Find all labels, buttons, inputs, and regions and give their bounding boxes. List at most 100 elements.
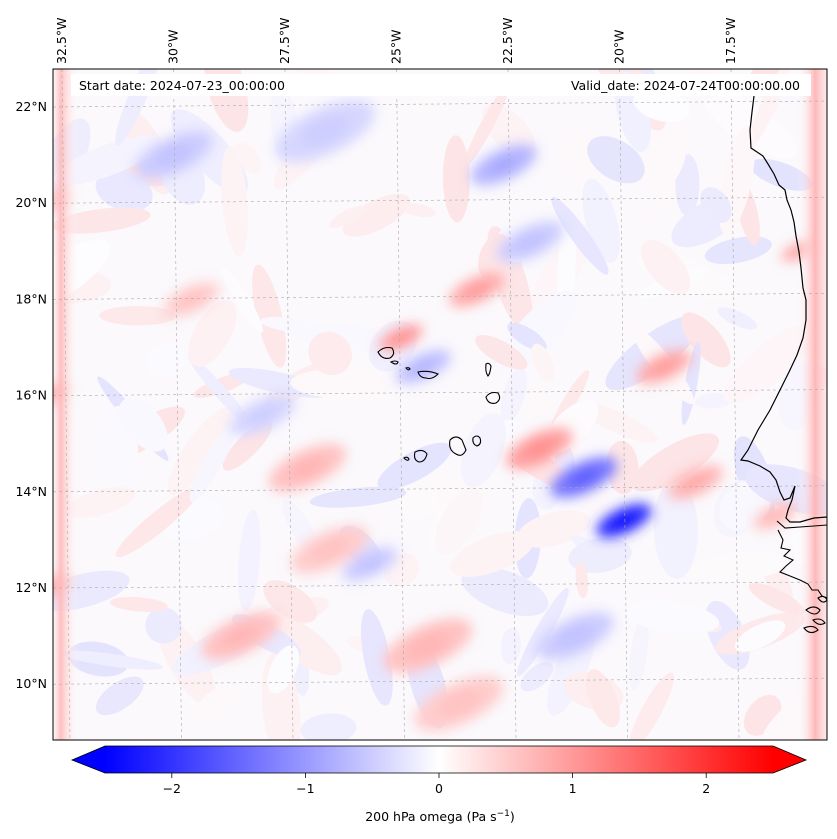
texture-blob	[145, 343, 185, 378]
texture-blob	[628, 672, 674, 740]
texture-blob	[260, 316, 330, 335]
meridian-line	[619, 69, 628, 740]
header-box	[71, 74, 811, 96]
colorbar-outline	[70, 745, 808, 774]
omega-feature-core	[651, 358, 677, 376]
texture-blob	[400, 487, 439, 519]
texture-blob	[531, 343, 555, 382]
longitude-label: 32.5°W	[54, 18, 69, 64]
omega-feature-core	[514, 231, 546, 252]
texture-blob	[65, 486, 135, 518]
texture-blob	[342, 193, 411, 237]
meridian-line	[507, 69, 517, 740]
omega-feature-core	[407, 632, 449, 660]
meridian-line	[284, 69, 294, 740]
colorbar: −2 −1 0 1 2 200 hPa omega (Pa s−1)	[70, 745, 808, 824]
latitude-label: 18°N	[15, 291, 47, 306]
colorbar-extend-high	[773, 746, 806, 773]
texture-blob	[59, 650, 164, 670]
colorbar-tick-label: −1	[296, 781, 314, 796]
omega-feature-core	[247, 404, 279, 426]
latitude-label: 20°N	[15, 195, 47, 210]
texture-blob	[641, 239, 691, 295]
map-frame	[52, 68, 828, 741]
texture-blob	[115, 486, 201, 558]
longitude-label: 30°W	[166, 29, 181, 64]
texture-blob	[568, 537, 632, 573]
colorbar-label: 200 hPa omega (Pa s−1)	[365, 809, 515, 824]
island-boa-vista	[485, 391, 501, 404]
gambia-estuary	[776, 520, 827, 529]
island-maio	[472, 435, 482, 447]
texture-blob	[95, 676, 144, 716]
start-date-label: Start date: 2024-07-23_00:00:00	[79, 78, 285, 93]
texture-blob	[95, 170, 153, 212]
omega-feature-core	[568, 467, 600, 488]
texture-blob	[118, 397, 168, 452]
texture-blob	[300, 713, 357, 740]
texture-blob	[263, 580, 318, 623]
island-sal	[485, 362, 492, 377]
colorbar-tick-label: 0	[435, 781, 443, 796]
colorbar-tick-label: −2	[163, 781, 181, 796]
texture-blob	[520, 661, 554, 692]
texture-blob	[653, 479, 698, 579]
texture-blob	[641, 124, 687, 192]
omega-feature-core	[438, 689, 480, 718]
texture-blob	[167, 406, 233, 495]
texture-blob	[377, 442, 452, 490]
texture-blob	[188, 300, 237, 367]
omega-feature-core	[523, 438, 555, 459]
omega-feature-core	[463, 281, 490, 299]
texture-blob	[237, 509, 261, 611]
island-santa-luzia	[405, 367, 411, 371]
texture-blob	[193, 684, 237, 723]
texture-blob	[527, 382, 556, 417]
graticule	[53, 69, 827, 740]
texture-blob	[252, 264, 287, 368]
texture-blob	[690, 551, 788, 583]
colorbar-extend-low	[72, 746, 105, 773]
omega-feature-core	[390, 331, 412, 345]
texture-blob	[681, 341, 701, 425]
left-boundary-band	[53, 69, 79, 740]
africa-coastline	[739, 95, 827, 523]
longitude-label: 25°W	[389, 29, 404, 64]
texture-blob	[587, 136, 645, 184]
colorbar-tick-label: 1	[569, 781, 577, 796]
texture-blob	[442, 135, 470, 223]
texture-blob	[575, 561, 589, 599]
island-sao-vicente	[389, 360, 399, 365]
texture-blob	[290, 369, 390, 399]
cape-verde-islands	[377, 346, 501, 463]
texture-blob	[749, 158, 813, 191]
texture-blob	[700, 187, 732, 223]
right-boundary-band	[797, 69, 827, 740]
texture-blob	[401, 203, 437, 218]
texture-blob	[475, 334, 528, 370]
omega-field-features	[53, 100, 815, 731]
texture-blob	[585, 669, 620, 728]
meridian-line	[61, 69, 71, 740]
texture-blob	[189, 424, 236, 502]
omega-feature-core	[155, 143, 192, 168]
meridian-line	[396, 69, 405, 740]
texture-blob	[264, 614, 342, 676]
map-panel: Start date: 2024-07-23_00:00:00 Valid_da…	[53, 69, 827, 740]
longitude-label: 27.5°W	[277, 18, 292, 64]
valid-date-label: Valid_date: 2024-07-24T00:00:00.00	[571, 78, 800, 93]
island-brava	[403, 456, 410, 461]
latitude-labels: 22°N 20°N 18°N 16°N 14°N 12°N 10°N	[15, 99, 47, 691]
island-santo-antao	[377, 346, 395, 359]
guinea-bissau-coast	[777, 529, 827, 599]
omega-feature-core	[765, 509, 786, 523]
texture-blob	[517, 588, 569, 677]
colorbar-tick-label: 2	[702, 781, 710, 796]
texture-blob	[450, 531, 534, 577]
meridian-line	[730, 69, 740, 740]
texture-blob	[110, 596, 168, 612]
texture-blob	[675, 154, 700, 216]
meridian-line	[173, 69, 182, 740]
latitude-label: 22°N	[15, 99, 47, 114]
